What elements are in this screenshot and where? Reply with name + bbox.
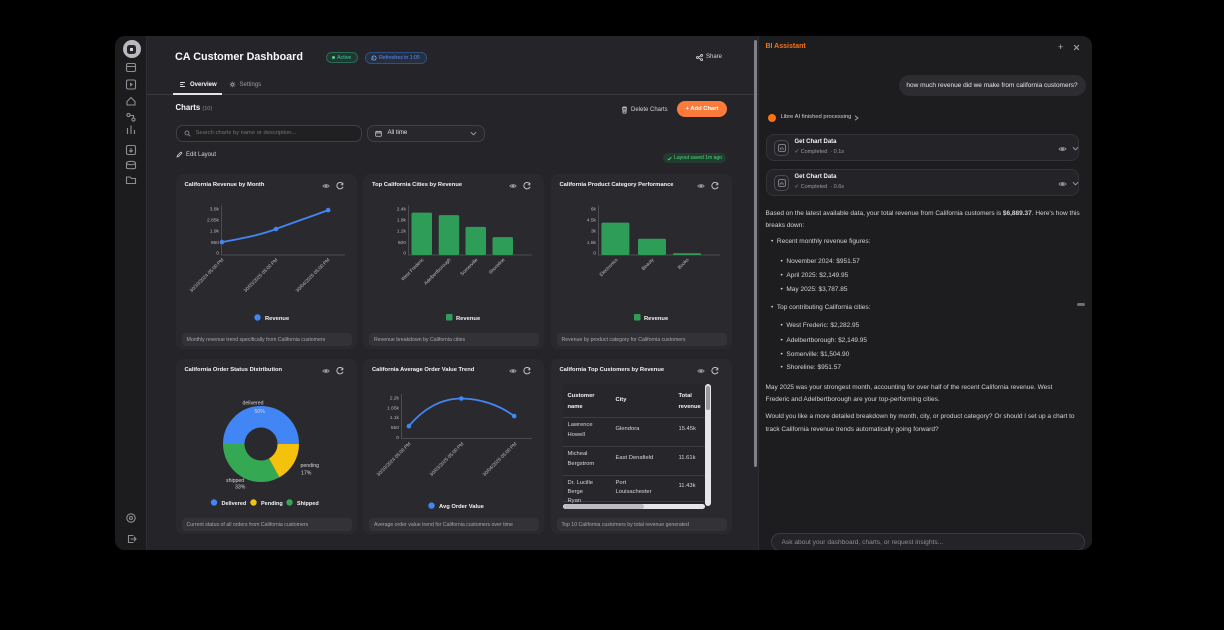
svg-text:30/03/2025 05:00 PM: 30/03/2025 05:00 PM	[429, 441, 466, 478]
svg-text:30/10/2024 05:00 PM: 30/10/2024 05:00 PM	[188, 257, 225, 294]
svg-text:West Frederic: West Frederic	[400, 257, 426, 283]
svg-text:1.8k: 1.8k	[397, 218, 407, 224]
svg-text:1.5k: 1.5k	[586, 240, 596, 246]
svg-text:17%: 17%	[301, 471, 312, 477]
svg-text:Shoreline: Shoreline	[488, 257, 507, 276]
svg-text:0: 0	[403, 251, 406, 257]
svg-text:Adelbertborough: Adelbertborough	[423, 257, 453, 287]
svg-text:600: 600	[398, 240, 406, 246]
svg-text:30/03/2025 05:00 PM: 30/03/2025 05:00 PM	[242, 257, 279, 294]
svg-text:Pending: Pending	[261, 501, 283, 507]
svg-text:6k: 6k	[590, 207, 596, 213]
svg-text:2.4k: 2.4k	[397, 207, 407, 213]
svg-text:Books: Books	[676, 257, 690, 271]
svg-text:Shipped: Shipped	[297, 501, 319, 507]
svg-text:1.1k: 1.1k	[390, 415, 400, 421]
svg-text:Beauty: Beauty	[640, 257, 655, 272]
svg-text:Somerville: Somerville	[459, 257, 479, 277]
svg-text:950: 950	[210, 240, 218, 246]
svg-text:Delivered: Delivered	[221, 501, 246, 507]
svg-text:Avg Order Value: Avg Order Value	[439, 504, 485, 510]
svg-text:50%: 50%	[254, 409, 265, 415]
svg-text:2.85k: 2.85k	[207, 218, 220, 224]
svg-text:550: 550	[391, 425, 399, 431]
svg-text:delivered: delivered	[242, 401, 263, 407]
svg-text:1.9k: 1.9k	[209, 229, 219, 235]
svg-text:1.65k: 1.65k	[387, 405, 400, 411]
svg-text:30/10/2024 05:00 PM: 30/10/2024 05:00 PM	[376, 441, 413, 478]
svg-text:Revenue: Revenue	[644, 316, 669, 322]
svg-text:30/04/2025 05:00 PM: 30/04/2025 05:00 PM	[294, 257, 331, 294]
svg-text:Revenue: Revenue	[456, 316, 481, 322]
svg-text:33%: 33%	[235, 485, 246, 491]
svg-text:0: 0	[593, 251, 596, 257]
svg-text:shipped: shipped	[226, 478, 244, 484]
svg-text:0: 0	[216, 251, 219, 257]
svg-text:3k: 3k	[590, 229, 596, 235]
svg-text:Revenue: Revenue	[265, 316, 290, 322]
svg-text:0: 0	[396, 435, 399, 441]
svg-text:30/04/2025 05:00 PM: 30/04/2025 05:00 PM	[482, 441, 519, 478]
svg-text:2.2k: 2.2k	[390, 396, 400, 402]
svg-text:pending: pending	[300, 463, 319, 469]
svg-text:Electronics: Electronics	[598, 257, 619, 278]
svg-text:4.5k: 4.5k	[586, 218, 596, 224]
svg-text:3.8k: 3.8k	[209, 207, 219, 213]
svg-text:1.2k: 1.2k	[397, 229, 407, 235]
